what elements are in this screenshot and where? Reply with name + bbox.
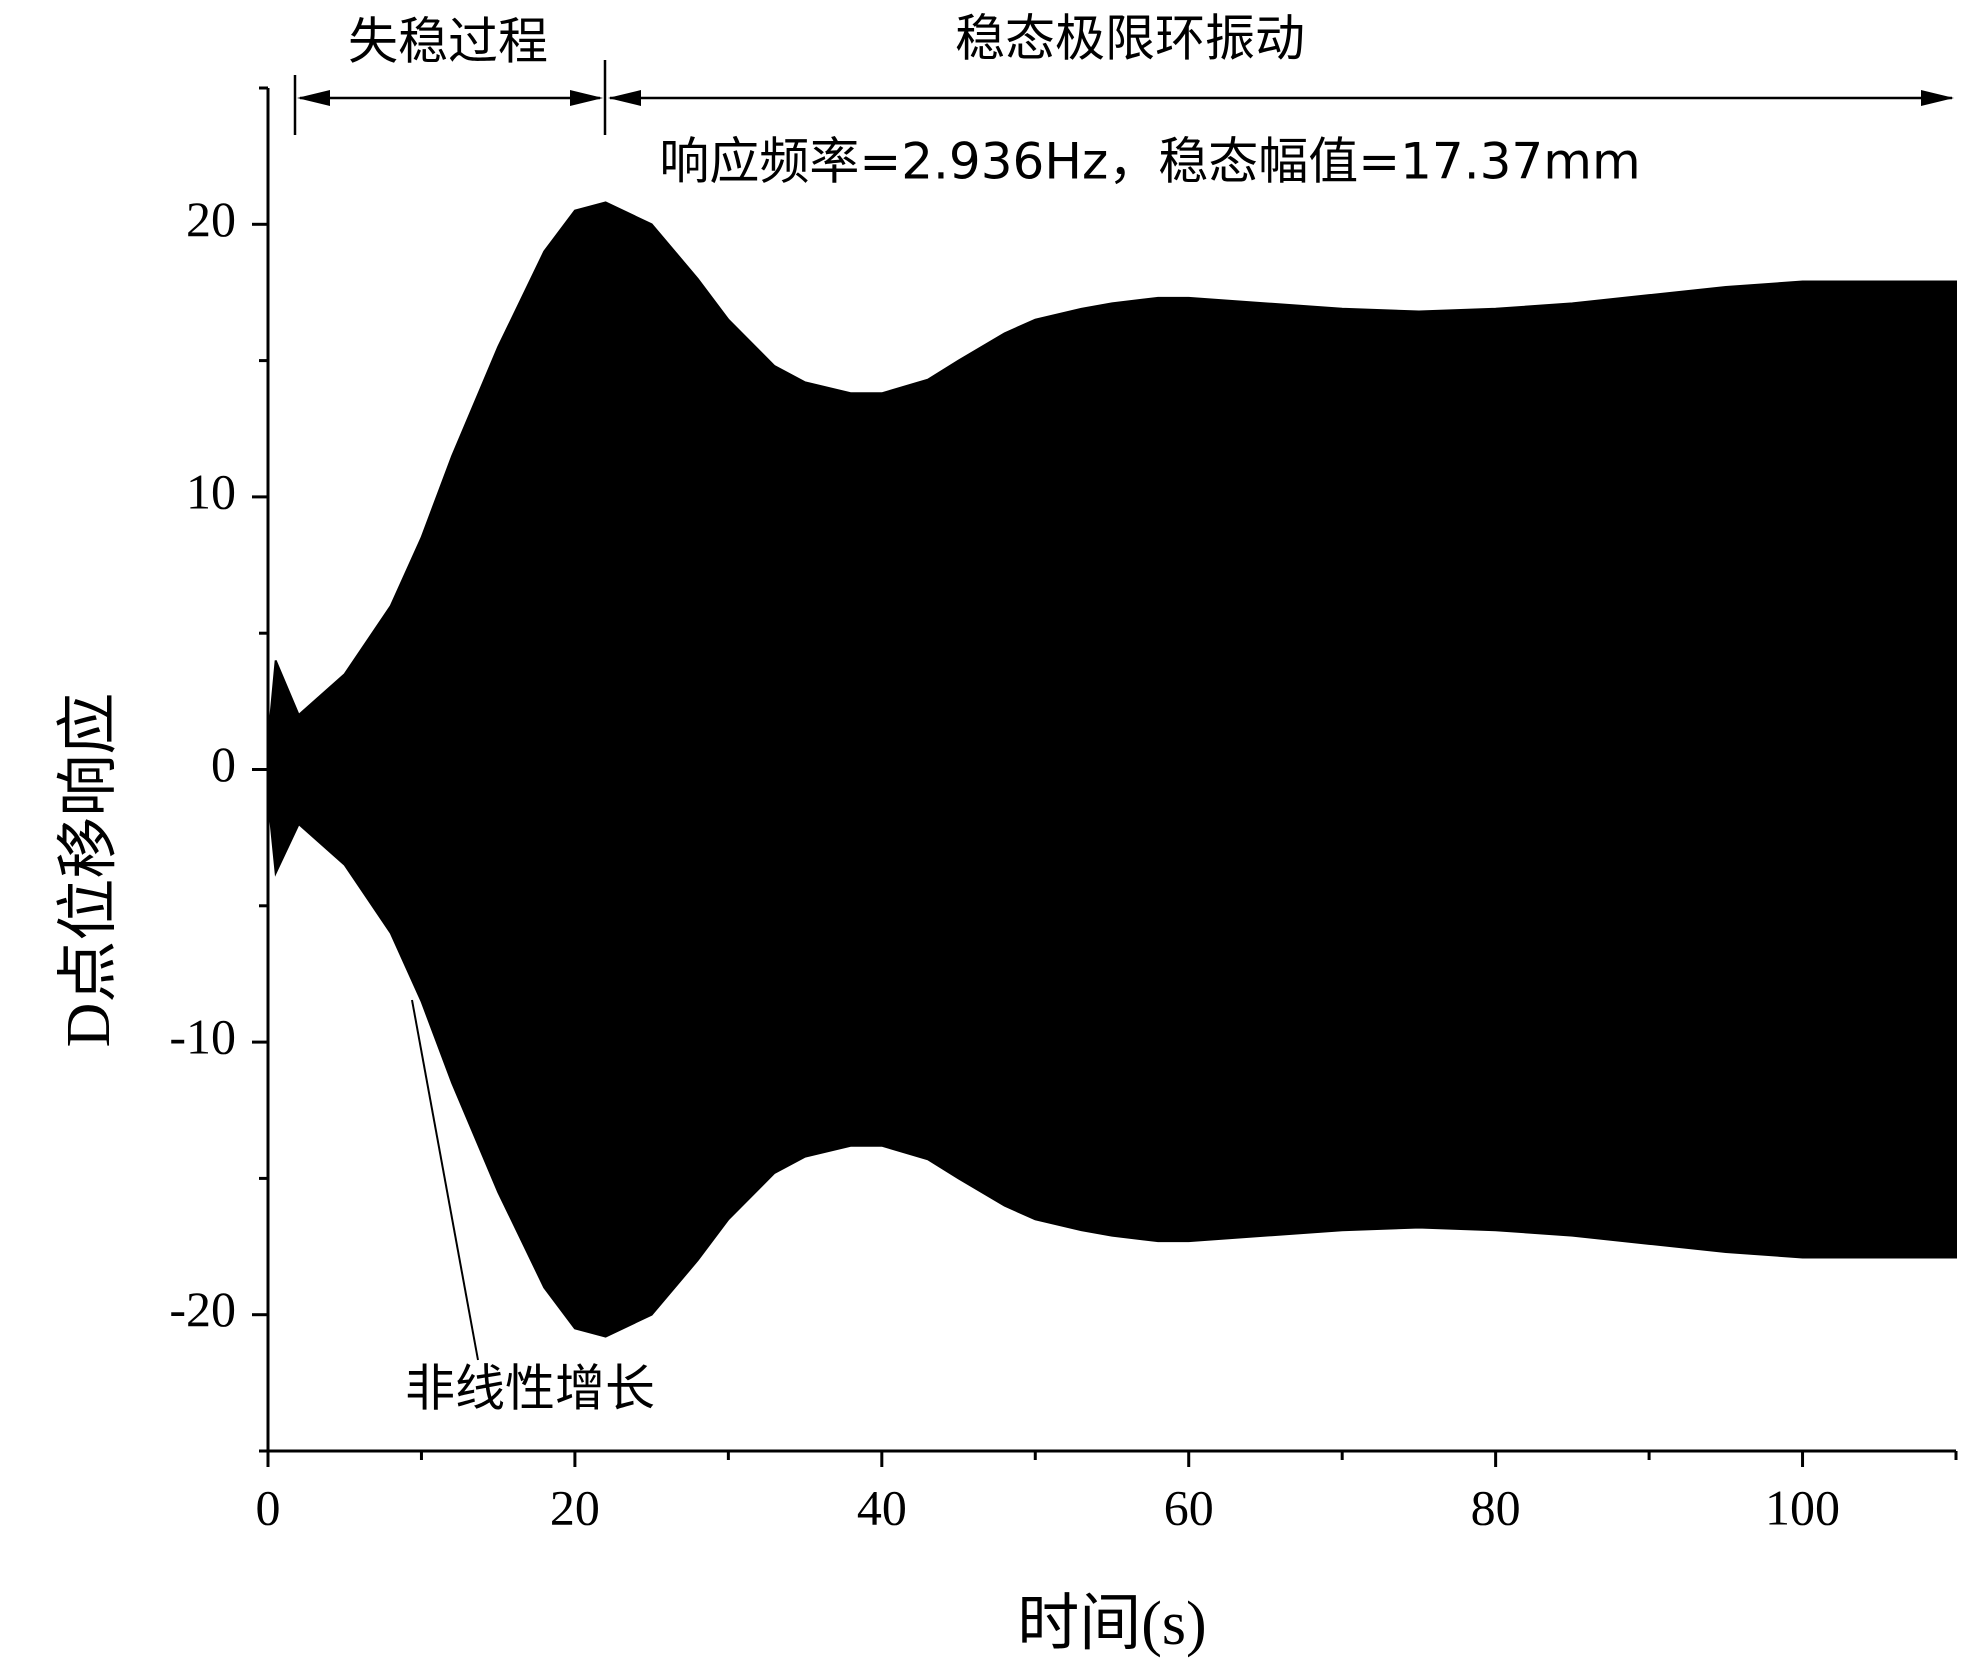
annotation: 非线性增长 [405, 1360, 655, 1418]
area [267, 768, 1957, 1338]
x-tick-label: 40 [857, 1479, 907, 1535]
area [267, 201, 1957, 771]
y-tick-label: -10 [169, 1009, 236, 1065]
annotation: 稳态极限环振动 [955, 10, 1305, 68]
annotation: 失稳过程 [348, 13, 548, 71]
annotation: 响应频率=2.936Hz，稳态幅值=17.37mm [659, 133, 1640, 191]
x-tick-label: 0 [256, 1479, 281, 1535]
x-axis-title: 时间(s) [1017, 1590, 1206, 1658]
x-tick-label: 20 [550, 1479, 600, 1535]
x-tick-label: 60 [1164, 1479, 1214, 1535]
y-tick-label: 20 [186, 191, 236, 247]
y-axis-title: D点位移响应 [55, 693, 123, 1048]
y-tick-label: 0 [211, 736, 236, 792]
x-tick-label: 100 [1765, 1479, 1840, 1535]
arrows [293, 60, 1954, 1361]
y-tick-label: -20 [169, 1281, 236, 1337]
x-tick-label: 80 [1471, 1479, 1521, 1535]
y-tick-label: 10 [186, 463, 236, 519]
